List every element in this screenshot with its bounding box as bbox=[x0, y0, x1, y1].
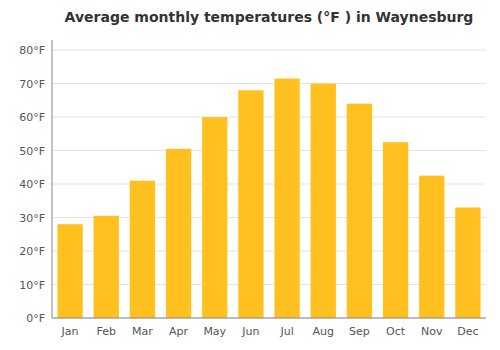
y-tick-label: 30°F bbox=[19, 212, 45, 225]
bar bbox=[238, 90, 263, 318]
x-tick-label: Mar bbox=[132, 325, 153, 338]
y-tick-label: 50°F bbox=[19, 145, 45, 158]
x-axis-line bbox=[52, 318, 486, 319]
y-axis: 0°F 10°F 20°F 30°F 40°F 50°F 60°F 70°F 80°F bbox=[19, 40, 52, 325]
bar bbox=[455, 207, 480, 318]
x-tick-label: Oct bbox=[386, 325, 406, 338]
bar bbox=[130, 181, 155, 318]
y-tick-label: 80°F bbox=[19, 44, 45, 57]
grid-line bbox=[52, 83, 486, 84]
grid-line bbox=[52, 318, 486, 319]
bar bbox=[166, 149, 191, 318]
x-tick-label: Feb bbox=[97, 325, 116, 338]
grid-line bbox=[52, 150, 486, 151]
x-tick-label: Jul bbox=[279, 325, 293, 338]
y-axis-line bbox=[52, 40, 53, 318]
grid-line bbox=[52, 117, 486, 118]
bar bbox=[274, 79, 299, 318]
x-tick-label: Jan bbox=[61, 325, 79, 338]
x-tick-label: Dec bbox=[457, 325, 478, 338]
chart-svg: Average monthly temperatures (°F ) in Wa… bbox=[0, 0, 500, 350]
x-tick-label: Aug bbox=[313, 325, 334, 338]
bar bbox=[419, 176, 444, 318]
y-tick-label: 70°F bbox=[19, 78, 45, 91]
x-tick-label: Nov bbox=[421, 325, 443, 338]
bar bbox=[94, 216, 119, 318]
y-tick-label: 10°F bbox=[19, 279, 45, 292]
y-tick-label: 20°F bbox=[19, 245, 45, 258]
bar bbox=[383, 142, 408, 318]
y-tick-label: 60°F bbox=[19, 111, 45, 124]
bar bbox=[57, 224, 82, 318]
chart-title: Average monthly temperatures (°F ) in Wa… bbox=[65, 9, 474, 25]
x-tick-label: Apr bbox=[169, 325, 189, 338]
chart-container: Average monthly temperatures (°F ) in Wa… bbox=[0, 0, 500, 350]
x-tick-label: May bbox=[203, 325, 226, 338]
bars bbox=[57, 79, 480, 318]
x-tick-label: Jun bbox=[241, 325, 259, 338]
x-axis: Jan Feb Mar Apr May Jun Jul Aug Sep Oct Nov Dec bbox=[61, 325, 479, 338]
bar bbox=[347, 104, 372, 318]
bar bbox=[311, 84, 336, 318]
grid bbox=[52, 50, 486, 318]
grid-line bbox=[52, 50, 486, 51]
y-tick-label: 0°F bbox=[26, 312, 45, 325]
y-tick-label: 40°F bbox=[19, 178, 45, 191]
bar bbox=[202, 117, 227, 318]
x-tick-label: Sep bbox=[349, 325, 370, 338]
